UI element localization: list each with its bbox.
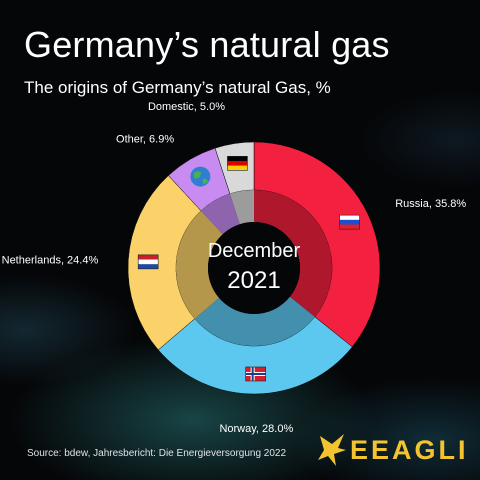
inner-segment-russia (254, 190, 333, 317)
eagle-icon (318, 434, 346, 466)
center-label-month: December (208, 240, 301, 262)
inner-segment-domestic (229, 190, 254, 225)
center-label-year: 2021 (227, 267, 280, 294)
label-domestic: Domestic, 5.0% (148, 101, 225, 113)
netherlands-flag-icon (137, 254, 159, 270)
germany-flag-icon (227, 156, 248, 171)
donut-hole (208, 222, 300, 314)
segment-icons (137, 156, 360, 382)
label-netherlands: Netherlands, 24.4% (2, 254, 99, 266)
label-russia: Russia, 35.8% (395, 198, 466, 210)
label-other: Other, 6.9% (116, 134, 174, 146)
chart-subtitle: The origins of Germany’s natural Gas, % (24, 78, 331, 97)
source-note: Source: bdew, Jahresbericht: Die Energie… (27, 448, 287, 459)
inner-segment-norway (194, 296, 315, 347)
globe-icon (190, 166, 211, 187)
segment-labels: Russia, 35.8% Norway, 28.0% Netherlands, 2… (2, 101, 467, 435)
inner-segment-netherlands (175, 210, 223, 319)
label-norway: Norway, 28.0% (219, 423, 293, 435)
brand-name: EEAGLI (350, 435, 469, 465)
inner-segment-other (201, 193, 240, 235)
russia-flag-icon (339, 214, 360, 230)
chart-title: Germany’s natural gas (24, 24, 390, 65)
norway-flag-icon (245, 366, 266, 382)
donut-inner-ring (175, 190, 333, 347)
brand-logo: EEAGLI (316, 432, 466, 468)
